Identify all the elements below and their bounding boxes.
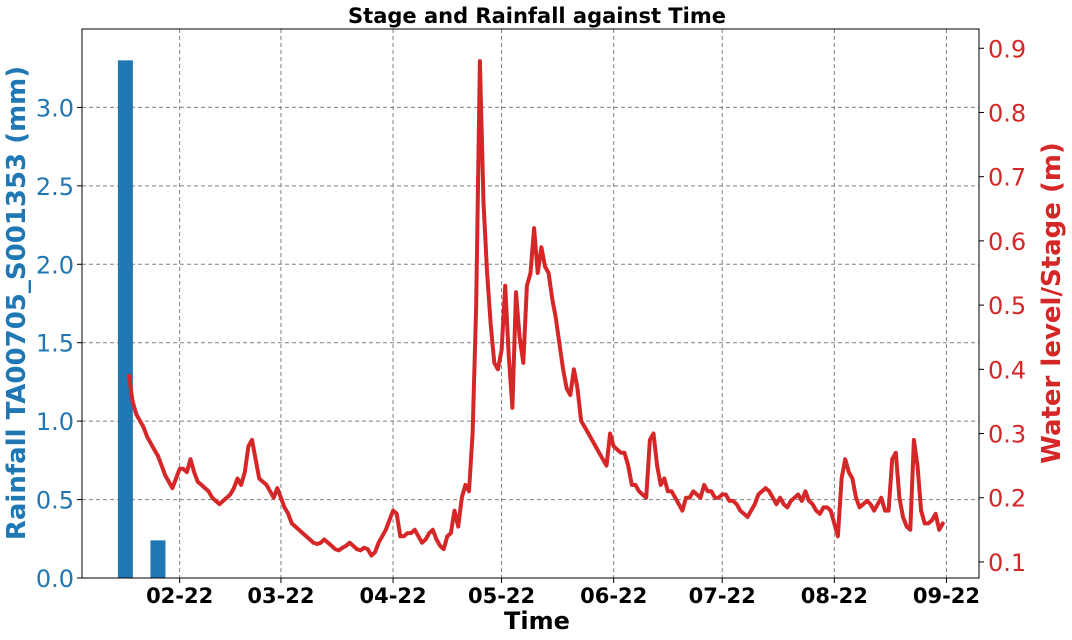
x-tick-label: 05-22 bbox=[468, 584, 535, 608]
left-y-tick-label: 1.5 bbox=[36, 330, 74, 358]
x-tick-label: 08-22 bbox=[801, 584, 868, 608]
right-y-axis-ticks: 0.1 0.2 0.3 0.4 0.5 0.6 0.7 0.8 0.9 bbox=[979, 35, 1026, 577]
stage-line-layer bbox=[127, 59, 945, 558]
stage-line bbox=[127, 59, 945, 558]
right-y-tick-label: 0.2 bbox=[988, 485, 1026, 513]
right-y-tick-label: 0.7 bbox=[988, 164, 1026, 192]
right-y-tick-label: 0.9 bbox=[988, 35, 1026, 63]
x-tick-label: 09-22 bbox=[913, 584, 980, 608]
x-tick-label: 04-22 bbox=[359, 584, 426, 608]
left-y-tick-label: 3.0 bbox=[36, 94, 74, 122]
right-y-tick-label: 0.1 bbox=[988, 549, 1026, 577]
right-y-tick-label: 0.6 bbox=[988, 228, 1026, 256]
x-tick-label: 06-22 bbox=[580, 584, 647, 608]
right-y-tick-label: 0.4 bbox=[988, 356, 1026, 384]
rainfall-bar bbox=[117, 60, 133, 578]
right-y-tick-label: 0.8 bbox=[988, 99, 1026, 127]
left-y-tick-label: 2.5 bbox=[36, 173, 74, 201]
x-axis-label: Time bbox=[504, 607, 570, 635]
left-y-tick-label: 1.0 bbox=[36, 408, 74, 436]
rainfall-bar bbox=[150, 540, 166, 578]
left-y-axis-ticks: 0.0 0.5 1.0 1.5 2.0 2.5 3.0 bbox=[36, 94, 82, 593]
right-y-axis-label: Water level/Stage (m) bbox=[1037, 142, 1067, 464]
plot-area-frame bbox=[81, 28, 980, 579]
left-y-tick-label: 0.5 bbox=[36, 487, 74, 515]
x-axis-ticks: 02-22 03-22 04-22 05-22 06-22 07-22 08-22 09-22 bbox=[146, 578, 980, 608]
right-y-tick-label: 0.5 bbox=[988, 292, 1026, 320]
rainfall-bars bbox=[117, 60, 166, 578]
chart-title: Stage and Rainfall against Time bbox=[348, 4, 726, 28]
left-y-tick-label: 2.0 bbox=[36, 251, 74, 279]
x-tick-label: 07-22 bbox=[689, 584, 756, 608]
x-tick-label: 03-22 bbox=[247, 584, 314, 608]
left-y-tick-label: 0.0 bbox=[36, 565, 74, 593]
grid-lines bbox=[82, 29, 979, 578]
x-tick-label: 02-22 bbox=[146, 584, 213, 608]
left-y-axis-label: Rainfall TA00705_S001353 (mm) bbox=[2, 66, 32, 540]
right-y-tick-label: 0.3 bbox=[988, 421, 1026, 449]
